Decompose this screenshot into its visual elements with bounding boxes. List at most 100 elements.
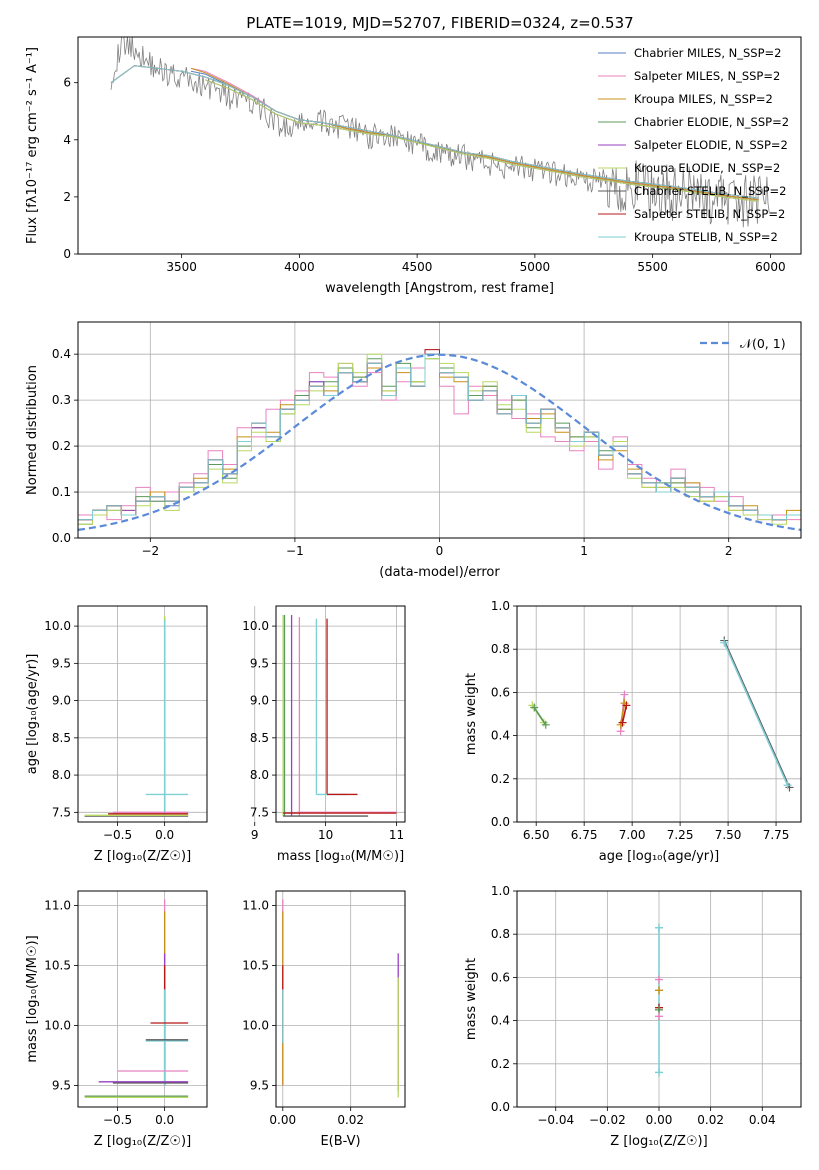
x-tick-label: 11 [389,828,404,842]
panel-age-vs-mass: 9 10 11 7.5 8.0 8.5 9.0 9.5 10.0 mass [log₁₀(M/M☉… [242,605,406,864]
legend-entry: Chabrier MILES, N_SSP=2 [634,46,781,60]
y-tick-label: 9.5 [52,656,71,670]
x-tick-label: 6.50 [523,828,550,842]
x-tick-label: 10 [318,828,333,842]
x-tick-label: −2 [141,544,159,558]
y-tick-label: 8.5 [52,731,71,745]
y-axis-label: mass weight [464,673,479,755]
x-tick-label: 5000 [520,260,551,274]
x-tick-label: −0.04 [537,1113,574,1127]
axes-frame [77,36,802,255]
x-tick-label: 0.0 [155,828,174,842]
weight-line [533,707,547,726]
legend-entry: Kroupa MILES, N_SSP=2 [634,92,773,106]
plot-area [282,614,397,817]
y-axis-label: mass weight [464,958,479,1040]
observed-spectrum-line [110,37,770,228]
y-tick-label: 0.0 [52,531,71,545]
y-tick-label: 10.5 [44,958,71,972]
panel-weight-vs-age: 6.50 6.75 7.00 7.25 7.50 7.75 0.0 0.2 0.4 0.6 0.8 1… [464,599,802,864]
x-tick-label: 6000 [755,260,786,274]
weight-line [621,705,628,723]
legend-entry: Salpeter MILES, N_SSP=2 [634,69,780,83]
y-tick-label: 11.0 [44,898,71,912]
histogram-series [78,353,801,525]
y-tick-label: 1.0 [491,884,510,898]
y-tick-label: 0.8 [491,927,510,941]
plot-area [655,923,663,1077]
plot-area [282,899,399,1098]
histogram-series [78,353,801,521]
panels: 3500 4000 4500 5000 5500 6000 0 2 4 6 wavelength [… [25,36,802,1149]
x-tick-label: −0.5 [103,1113,132,1127]
panel-spectrum: 3500 4000 4500 5000 5500 6000 0 2 4 6 wavelength [… [25,36,802,296]
y-tick-label: 0.6 [491,970,510,984]
plot-area [528,636,794,792]
weight-point [530,703,539,712]
x-tick-label: 0.04 [749,1113,776,1127]
weight-point [655,1012,663,1021]
model-series-line [110,65,759,199]
weight-point [618,718,627,727]
legend: 𝒩(0, 1) [700,336,786,351]
y-tick-label: 0.0 [491,815,510,829]
x-axis-label: E(B-V) [320,1134,360,1149]
x-tick-label: 0.0 [155,1113,174,1127]
y-tick-label: 0.1 [52,485,71,499]
y-axis-label: Flux [fλ10⁻¹⁷ erg cm⁻² s⁻¹ A⁻¹] [25,47,40,244]
y-tick-label: 0 [63,247,71,261]
y-tick-label: 8.0 [250,768,269,782]
y-tick-label: 8.0 [52,768,71,782]
x-tick-label: 4500 [402,260,433,274]
x-axis-label: Z [log₁₀(Z/Z☉)] [94,1134,191,1149]
y-tick-label: 0.3 [52,393,71,407]
legend-entry: 𝒩(0, 1) [740,336,786,351]
weight-point [783,781,792,790]
legend-entry: Kroupa STELIB, N_SSP=2 [634,230,778,244]
weight-line [723,640,791,788]
legend-entry: Chabrier STELIB, N_SSP=2 [634,184,786,198]
x-tick-label: 7.25 [667,828,694,842]
x-axis-label: Z [log₁₀(Z/Z☉)] [94,849,191,864]
y-tick-label: 7.5 [52,805,71,819]
weight-point [622,701,631,710]
plot-area [78,349,801,531]
legend-entry: Kroupa ELODIE, N_SSP=2 [634,161,780,175]
x-tick-label: 7.75 [763,828,790,842]
x-tick-label: 0.02 [697,1113,724,1127]
x-tick-label: 9 [251,828,259,842]
x-axis-label: wavelength [Angstrom, rest frame] [325,281,554,296]
x-tick-label: 0 [436,544,444,558]
y-tick-label: 7.5 [250,805,269,819]
axes-frame [77,605,208,823]
axes-frame [275,605,406,823]
y-axis-label: mass [log₁₀(M/M☉)] [25,935,40,1062]
x-tick-label: −0.02 [589,1113,626,1127]
normal-reference-curve [78,353,801,531]
model-series-line [110,65,759,199]
x-tick-label: 6.75 [571,828,598,842]
y-tick-label: 6 [63,76,71,90]
x-axis-label: mass [log₁₀(M/M☉)] [277,849,404,864]
y-tick-label: 9.0 [52,694,71,708]
panel-mass-vs-ebv: 0.00 0.02 9.5 10.0 10.5 11.0 E(B-V) [242,890,406,1149]
weight-point [655,986,663,995]
y-tick-label: 10.5 [242,958,269,972]
y-tick-label: 4 [63,133,71,147]
legend-entry: Chabrier ELODIE, N_SSP=2 [634,115,789,129]
legend-entry: Salpeter ELODIE, N_SSP=2 [634,138,788,152]
legend: Chabrier MILES, N_SSP=2 Salpeter MILES, N… [598,46,789,244]
panel-mass-vs-Z: −0.5 0.0 9.5 10.0 10.5 11.0 Z [log₁₀(Z/Z☉)] mas… [25,890,208,1149]
weight-point [541,720,550,729]
axes-frame [77,890,208,1108]
x-tick-label: −1 [286,544,304,558]
y-tick-label: 11.0 [242,898,269,912]
weight-point [655,975,663,984]
y-tick-label: 0.2 [491,772,510,786]
plot-area [84,615,189,817]
model-series-line [205,79,759,202]
x-tick-label: 0.00 [646,1113,673,1127]
x-tick-label: 7.00 [619,828,646,842]
y-tick-label: 9.0 [250,694,269,708]
